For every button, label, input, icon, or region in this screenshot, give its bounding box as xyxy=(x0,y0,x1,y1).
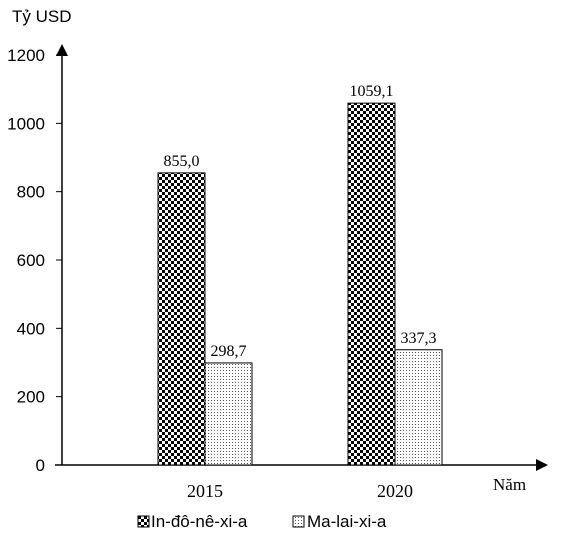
y-axis-ticks: 0 200 400 600 800 1000 1200 xyxy=(7,46,62,475)
x-tick-label: 2020 xyxy=(377,481,413,501)
y-tick-label: 600 xyxy=(17,251,45,270)
bar-malaysia-2020 xyxy=(394,349,443,466)
legend-label-malaysia: Ma-lai-xi-a xyxy=(307,512,387,531)
y-tick-label: 800 xyxy=(17,183,45,202)
bar-indonesia-2020 xyxy=(347,102,396,466)
legend-label-indonesia: In-đô-nê-xi-a xyxy=(151,512,248,531)
legend: In-đô-nê-xi-a Ma-lai-xi-a xyxy=(137,512,387,531)
bar-malaysia-2015 xyxy=(204,362,253,466)
data-labels-layer: 855,0 298,7 1059,1 337,3 xyxy=(164,83,437,360)
legend-swatch-indonesia xyxy=(137,515,150,528)
y-tick-label: 1200 xyxy=(7,46,45,65)
y-tick-label: 1000 xyxy=(7,114,45,133)
data-label-malaysia-2015: 298,7 xyxy=(211,343,247,360)
x-tick-label: 2015 xyxy=(187,481,223,501)
y-axis-title: Tỷ USD xyxy=(12,7,72,26)
bar-indonesia-2015 xyxy=(157,172,206,466)
data-label-indonesia-2020: 1059,1 xyxy=(350,83,394,100)
legend-swatch-malaysia xyxy=(292,515,305,528)
y-tick-label: 200 xyxy=(17,388,45,407)
bars-layer xyxy=(157,102,443,466)
data-label-indonesia-2015: 855,0 xyxy=(164,153,200,170)
x-axis-ticks: 2015 2020 xyxy=(187,481,413,501)
y-tick-label: 400 xyxy=(17,319,45,338)
data-label-malaysia-2020: 337,3 xyxy=(401,330,437,347)
x-axis-title: Năm xyxy=(493,475,526,494)
y-tick-label: 0 xyxy=(36,456,45,475)
